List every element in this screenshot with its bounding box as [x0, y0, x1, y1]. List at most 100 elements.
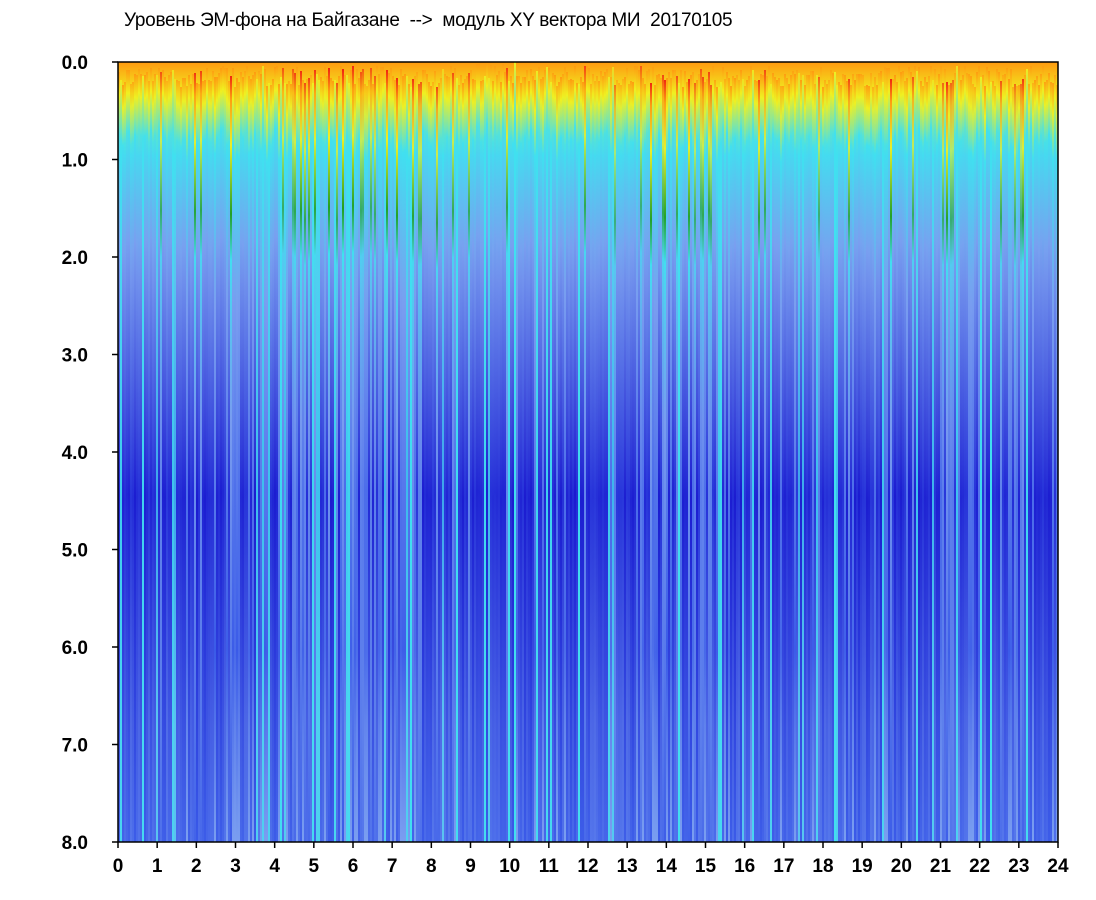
spectrogram-column	[202, 81, 204, 842]
spectrogram-column	[214, 77, 216, 842]
spectrogram-column	[240, 72, 242, 842]
spectrogram-column	[940, 66, 942, 842]
spectrogram-column	[314, 70, 316, 842]
spectrogram-column	[510, 76, 512, 842]
spectrogram-column	[950, 83, 952, 842]
spectrogram-column	[600, 71, 602, 842]
spectrogram-column	[1002, 75, 1004, 842]
spectrogram-column	[764, 70, 766, 842]
spectrogram-column	[278, 84, 280, 842]
spectrogram-column	[852, 74, 854, 842]
spectrogram-column	[520, 83, 522, 842]
spectrogram-column	[570, 79, 572, 842]
spectrogram-column	[898, 66, 900, 842]
spectrogram-column	[506, 68, 508, 842]
spectrogram-column	[1050, 82, 1052, 842]
spectrogram-column	[122, 85, 124, 842]
spectrogram-column	[1004, 74, 1006, 842]
spectrogram-column	[530, 69, 532, 842]
spectrogram-column	[294, 73, 296, 842]
spectrogram-column	[540, 79, 542, 842]
spectrogram-column	[126, 70, 128, 842]
spectrogram-column	[636, 66, 638, 842]
spectrogram-column	[536, 71, 538, 842]
spectrogram-column	[300, 71, 302, 842]
spectrogram-column	[994, 86, 996, 842]
spectrogram-column	[456, 78, 458, 842]
x-tick-label: 2	[191, 856, 202, 877]
spectrogram-column	[848, 79, 850, 842]
spectrogram-column	[880, 71, 882, 842]
spectrogram-column	[156, 75, 158, 842]
spectrogram-column	[894, 75, 896, 842]
spectrogram-column	[868, 86, 870, 842]
spectrogram-column	[918, 67, 920, 842]
spectrogram-column	[346, 75, 348, 842]
spectrogram-column	[1036, 76, 1038, 842]
spectrogram-column	[514, 62, 516, 842]
spectrogram-column	[670, 78, 672, 842]
spectrogram-column	[588, 68, 590, 842]
spectrogram-column	[830, 70, 832, 842]
spectrogram-column	[850, 85, 852, 842]
spectrogram-column	[676, 76, 678, 842]
spectrogram-column	[168, 75, 170, 842]
x-tick-label: 16	[734, 856, 755, 877]
spectrogram-column	[844, 75, 846, 842]
spectrogram-column	[188, 75, 190, 842]
spectrogram-column	[1018, 85, 1020, 842]
spectrogram-column	[566, 72, 568, 842]
spectrogram-column	[760, 74, 762, 842]
spectrogram-column	[928, 76, 930, 842]
spectrogram-column	[522, 77, 524, 842]
spectrogram-column	[700, 69, 702, 842]
spectrogram-column	[1026, 69, 1028, 842]
spectrogram-column	[302, 80, 304, 842]
spectrogram-column	[778, 78, 780, 842]
y-tick-label: 4.0	[62, 443, 88, 464]
spectrogram-column	[354, 84, 356, 842]
x-tick-label: 8	[426, 856, 437, 877]
spectrogram-column	[726, 72, 728, 842]
spectrogram-column	[242, 77, 244, 842]
spectrogram-column	[840, 85, 842, 842]
spectrogram-column	[368, 80, 370, 842]
spectrogram-column	[484, 76, 486, 842]
x-tick-label: 21	[930, 856, 952, 877]
spectrogram-column	[966, 73, 968, 842]
spectrogram-column	[824, 80, 826, 842]
spectrogram-column	[652, 67, 654, 842]
spectrogram-column	[1010, 69, 1012, 842]
spectrogram-column	[448, 77, 450, 842]
spectrogram-column	[796, 70, 798, 842]
spectrogram-column	[946, 82, 948, 842]
spectrogram-column	[810, 71, 812, 842]
spectrogram-column	[912, 77, 914, 842]
spectrogram-column	[688, 79, 690, 842]
x-tick-label: 12	[577, 856, 598, 877]
spectrogram-column	[718, 87, 720, 842]
y-tick-label: 1.0	[62, 151, 88, 172]
spectrogram-column	[826, 84, 828, 842]
spectrogram-column	[512, 83, 514, 842]
spectrogram-column	[1040, 74, 1042, 842]
spectrogram-column	[546, 67, 548, 842]
x-tick-label: 1	[152, 856, 163, 877]
spectrogram-column	[910, 72, 912, 842]
x-tick-label: 7	[387, 856, 398, 877]
spectrogram-column	[864, 86, 866, 842]
y-tick-label: 6.0	[62, 638, 88, 659]
spectrogram-column	[704, 82, 706, 842]
spectrogram-column	[286, 84, 288, 842]
spectrogram-column	[558, 82, 560, 842]
spectrogram-column	[376, 66, 378, 842]
spectrogram-column	[620, 85, 622, 842]
spectrogram-column	[382, 67, 384, 842]
spectrogram-column	[990, 82, 992, 842]
x-tick-label: 22	[969, 856, 990, 877]
spectrogram-column	[568, 80, 570, 842]
spectrogram-column	[162, 70, 164, 842]
spectrogram-column	[976, 72, 978, 842]
spectrogram-column	[846, 81, 848, 842]
spectrogram-column	[732, 76, 734, 842]
